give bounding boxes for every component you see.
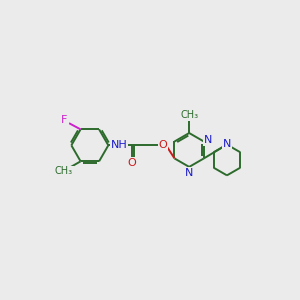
Text: CH₃: CH₃ [180,110,198,119]
Text: N: N [185,168,194,178]
Text: O: O [159,140,167,150]
Text: N: N [204,135,213,145]
Text: NH: NH [111,140,128,150]
Text: O: O [128,158,136,168]
Text: N: N [223,139,231,149]
Text: CH₃: CH₃ [55,167,73,176]
Text: F: F [61,115,68,125]
